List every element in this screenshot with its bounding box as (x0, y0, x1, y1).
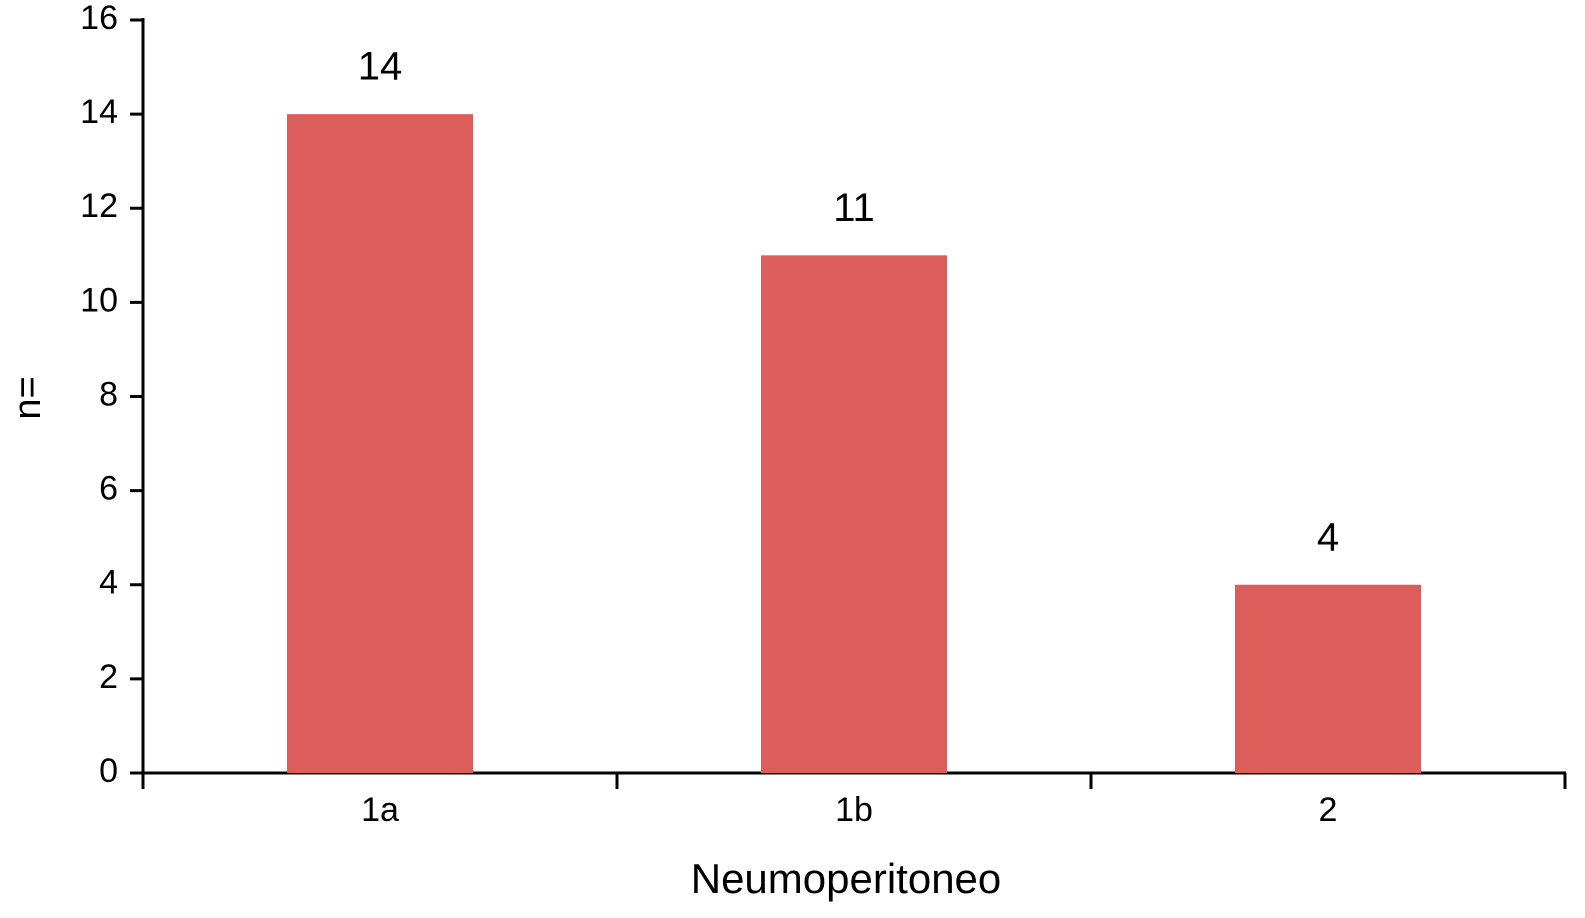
x-axis-label: Neumoperitoneo (691, 855, 1002, 902)
y-tick-label: 12 (80, 187, 118, 225)
y-tick-label: 4 (99, 564, 118, 602)
data-label: 4 (1317, 515, 1339, 559)
y-tick-label: 2 (99, 658, 118, 696)
y-tick-label: 6 (99, 470, 118, 508)
x-tick-label: 1b (835, 791, 873, 829)
bar (1235, 584, 1421, 773)
y-tick-label: 14 (80, 93, 118, 131)
y-tick-label: 10 (80, 281, 118, 319)
y-tick-label: 8 (99, 375, 118, 413)
data-label: 14 (358, 45, 403, 89)
data-label: 11 (833, 186, 875, 230)
y-tick-label: 0 (99, 752, 118, 790)
y-tick-label: 16 (80, 0, 118, 37)
bar (287, 114, 473, 773)
y-axis-label: n= (7, 376, 49, 419)
x-tick-label: 1a (361, 791, 399, 829)
bar (761, 255, 947, 773)
x-tick-label: 2 (1319, 791, 1338, 829)
